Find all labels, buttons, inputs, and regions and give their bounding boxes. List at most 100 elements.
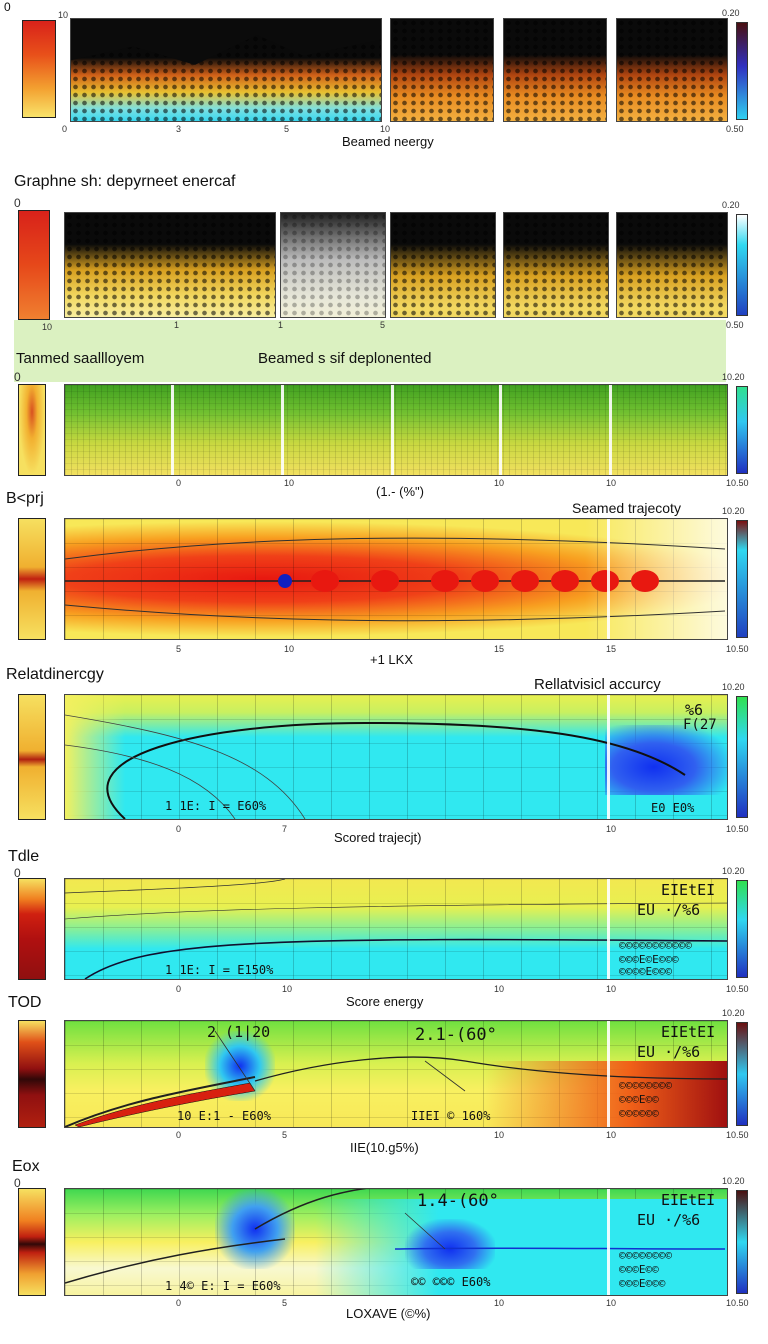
row4-colorbar-left — [18, 518, 46, 640]
row4-trajectory-svg — [65, 537, 726, 622]
figure-title: Graphne sh: depyrneet enercaf — [14, 173, 236, 190]
row5-xtick-1: 7 — [282, 824, 288, 834]
row3-xtick-1: 10 — [284, 478, 295, 488]
row3-cb-bottom: 10.50 — [726, 478, 749, 488]
row7-annot-r2: EU ·/%6 — [637, 1043, 701, 1061]
row6-streamline-a — [65, 879, 286, 894]
row6-annot-r1: EIEtEI — [661, 881, 716, 899]
row6-boundary-curve — [84, 938, 727, 979]
row6-title-left: Tdle — [8, 848, 40, 865]
row1-xlabel: Beamed neergy — [342, 134, 434, 149]
row2-xtick-1: 1 — [278, 320, 284, 330]
row7-red-band-edge — [65, 1076, 256, 1127]
row4-cb-bottom: 10.50 — [726, 644, 749, 654]
row7-xtick-1: 5 — [282, 1130, 288, 1140]
row4-xtick-3: 15 — [606, 644, 617, 654]
row7-annot-r3: ©©©©©©©© — [619, 1079, 672, 1092]
row6-xlabel: Score energy — [346, 994, 424, 1009]
row5-title-right: Rellatvisicl accurcy — [534, 676, 661, 693]
row1-left-tick: 10 — [58, 10, 69, 20]
row5-xtick-0: 0 — [176, 824, 182, 834]
row6-annot-r3: ©©©©©©©©©©© — [619, 939, 692, 952]
row2-cb-top: 0.20 — [722, 200, 740, 210]
row6-annot-r5: ©©©©E©©© — [619, 965, 672, 978]
row8-annot-left: 1 4© E: I = E60% — [165, 1279, 281, 1293]
row7-cb-top: 10.20 — [722, 1008, 745, 1018]
row4-red-node — [311, 570, 339, 592]
row2-panel-d — [503, 212, 609, 318]
row8-panel: 1.4-(60° 1 4© E: I = E60% ©© ©©© E60% EI… — [64, 1188, 728, 1296]
row2-xtick-2: 5 — [380, 320, 386, 330]
row6-xtick-0: 0 — [176, 984, 182, 994]
row7-curve-svg — [65, 1030, 727, 1127]
row5-annot-tr2: F(27 — [683, 717, 717, 733]
row2-panel-c — [390, 212, 496, 318]
row8-curve-svg — [65, 1189, 726, 1284]
row3-xtick-0: 0 — [176, 478, 182, 488]
row8-colorbar-left — [18, 1188, 46, 1296]
row4-xtick-1: 10 — [284, 644, 295, 654]
row1-corner-top: 0 — [4, 0, 11, 14]
row6-xtick-2: 10 — [494, 984, 505, 994]
row1-panel-b — [390, 18, 494, 122]
row5-boundary-curve — [106, 721, 686, 819]
row4-streamline-top — [65, 537, 726, 560]
row4-cb-top: 10.20 — [722, 506, 745, 516]
row5-colorbar-right — [736, 696, 748, 818]
row5-xtick-2: 10 — [606, 824, 617, 834]
row7-annot-mid2: IIEI © 160% — [411, 1109, 491, 1123]
row4-red-node — [591, 570, 619, 592]
row1-xtick-1: 3 — [176, 124, 182, 134]
row8-annot-mid2: ©© ©©© E60% — [411, 1275, 491, 1289]
row1-colorbar-right — [736, 22, 748, 120]
row6-panel: 1 1E: I = E150% EIEtEI EU ·/%6 ©©©©©©©©©… — [64, 878, 728, 980]
row8-cb-bottom: 10.50 — [726, 1298, 749, 1308]
row7-annot-top1: 2 (1|20 — [207, 1023, 271, 1041]
row8-annot-r2: EU ·/%6 — [637, 1211, 701, 1229]
row7-colorbar-left — [18, 1020, 46, 1128]
row3-banner — [14, 320, 726, 382]
row4-beam-dot — [278, 574, 292, 588]
row7-annot-r1: EIEtEI — [661, 1023, 716, 1041]
row8-xtick-0: 0 — [176, 1298, 182, 1308]
row1-xtick-0: 0 — [62, 124, 68, 134]
row5-cb-top: 10.20 — [722, 682, 745, 692]
row5-curve-svg — [65, 714, 686, 819]
row4-red-node — [631, 570, 659, 592]
row2-panel-e — [616, 212, 728, 318]
row7-annot-r5: ©©©©©© — [619, 1107, 659, 1120]
row2-colorbar-left — [18, 210, 50, 320]
row8-upper-curve — [254, 1189, 367, 1230]
row4-xtick-0: 5 — [176, 644, 182, 654]
row6-xtick-1: 10 — [282, 984, 293, 994]
row2-left-tick: 0 — [14, 196, 21, 210]
row4-title-right: Seamed trajecoty — [572, 500, 681, 516]
row1-panel-d — [616, 18, 728, 122]
row5-colorbar-left — [18, 694, 46, 820]
row7-annot-r4: ©©©E©© — [619, 1093, 659, 1106]
row7-leader-a — [214, 1030, 256, 1092]
row5-cb-bottom: 10.50 — [726, 824, 749, 834]
row6-colorbar-right — [736, 880, 748, 978]
row5-annot-br: E0 E0% — [651, 801, 695, 815]
row7-leader-b — [424, 1060, 466, 1092]
row8-xtick-1: 5 — [282, 1298, 288, 1308]
row3-colorbar-left — [18, 384, 46, 476]
row7-xlabel: IIE(10.g5%) — [350, 1140, 419, 1155]
row8-annot-r1: EIEtEI — [661, 1191, 716, 1209]
row8-colorbar-right — [736, 1190, 748, 1294]
row7-panel: 2 (1|20 2.1-(60° 10 E:1 - E60% IIEI © 16… — [64, 1020, 728, 1128]
row6-corner: 0 — [14, 866, 21, 880]
row6-xtick-3: 10 — [606, 984, 617, 994]
row7-xtick-0: 0 — [176, 1130, 182, 1140]
row6-streamline-b — [65, 902, 727, 920]
row8-blue-line — [394, 1247, 726, 1250]
row1-cb-top: 0.20 — [722, 8, 740, 18]
row5-xlabel: Scored trajecjt) — [334, 830, 422, 845]
row3-cb-top: 10.20 — [722, 372, 745, 382]
row7-cb-bottom: 10.50 — [726, 1130, 749, 1140]
row5-streamline-a — [65, 714, 306, 819]
row6-annot-left: 1 1E: I = E150% — [165, 963, 274, 977]
row3-panel — [64, 384, 728, 476]
row4-panel — [64, 518, 728, 640]
